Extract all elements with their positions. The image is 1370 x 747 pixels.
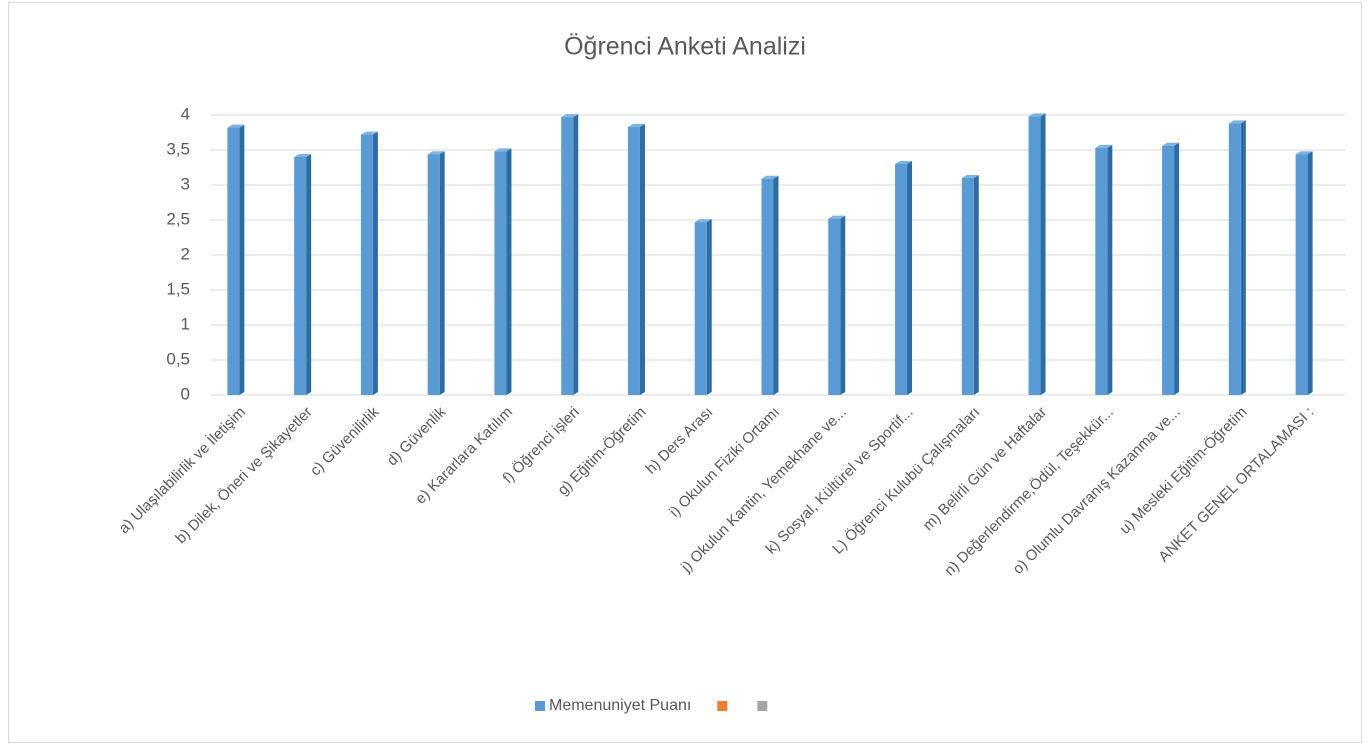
legend-swatch: [717, 701, 728, 711]
bar: [227, 127, 240, 395]
bar: [294, 157, 307, 395]
bar: [761, 178, 774, 395]
bar-side: [1240, 120, 1246, 396]
legend-swatch: [757, 701, 768, 711]
bar-top: [1162, 142, 1180, 146]
bar-top: [561, 114, 579, 118]
bar-top: [360, 131, 378, 135]
bar-side: [639, 123, 645, 396]
bar-side: [239, 124, 245, 395]
y-tick-label: 1: [181, 314, 190, 333]
legend-swatch: [535, 701, 545, 711]
bar: [627, 126, 640, 396]
legend-label: Memenuniyet Puanı: [549, 697, 691, 714]
y-tick-label: 2: [181, 244, 190, 263]
bar-side: [306, 154, 312, 395]
bar: [1162, 145, 1175, 395]
bar: [427, 154, 440, 395]
bar-top: [961, 175, 979, 178]
bar: [561, 117, 574, 395]
bar-side: [573, 114, 579, 395]
bar-top: [828, 215, 846, 219]
bar-side: [439, 151, 445, 395]
bar-top: [494, 148, 512, 152]
y-tick-label: 3: [181, 174, 190, 193]
y-tick-label: 1,5: [166, 279, 190, 298]
bar-side: [1107, 144, 1113, 395]
bar-top: [227, 124, 245, 128]
bar-top: [294, 154, 312, 157]
bar-side: [973, 175, 979, 395]
bar: [1228, 123, 1241, 396]
bar-side: [1040, 113, 1046, 396]
bar-side: [506, 148, 512, 395]
bar-side: [907, 161, 913, 395]
bar: [961, 178, 974, 395]
y-tick-label: 0,5: [166, 349, 190, 368]
bar-top: [895, 161, 913, 164]
bar: [1028, 116, 1041, 396]
bar-top: [1228, 120, 1246, 124]
bar-side: [372, 131, 378, 395]
bar-top: [694, 219, 712, 223]
bar-side: [1174, 142, 1180, 395]
chart-border: [8, 2, 1362, 743]
bar: [494, 151, 507, 395]
bar-top: [427, 151, 445, 155]
bar: [828, 218, 841, 395]
chart-title: Öğrenci Anketi Analizi: [564, 33, 806, 61]
y-tick-label: 3,5: [166, 139, 190, 158]
y-tick-label: 2,5: [166, 209, 190, 228]
bar-top: [1295, 151, 1313, 155]
y-tick-label: 0: [181, 384, 190, 403]
bar-side: [1307, 151, 1313, 395]
bar: [1095, 147, 1108, 395]
bar: [360, 134, 373, 395]
bar: [895, 164, 908, 395]
y-tick-label: 4: [181, 104, 190, 123]
bar-top: [1028, 113, 1046, 117]
bar: [694, 222, 707, 395]
bar-top: [1095, 144, 1113, 148]
bar: [1295, 154, 1308, 395]
bar-side: [706, 219, 712, 395]
bar-side: [773, 175, 779, 395]
bar-top: [761, 175, 779, 179]
bar-top: [627, 123, 645, 127]
bar-side: [840, 215, 846, 395]
